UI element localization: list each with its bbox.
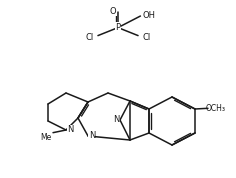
Text: OCH₃: OCH₃	[206, 104, 226, 113]
Text: N: N	[113, 115, 119, 124]
Text: O: O	[110, 7, 116, 15]
Text: N: N	[89, 131, 95, 140]
Text: Cl: Cl	[143, 33, 151, 42]
Text: P: P	[115, 23, 121, 32]
Text: Cl: Cl	[86, 33, 94, 42]
Text: OH: OH	[143, 11, 156, 20]
Text: N: N	[67, 125, 74, 134]
Text: Me: Me	[41, 133, 52, 142]
